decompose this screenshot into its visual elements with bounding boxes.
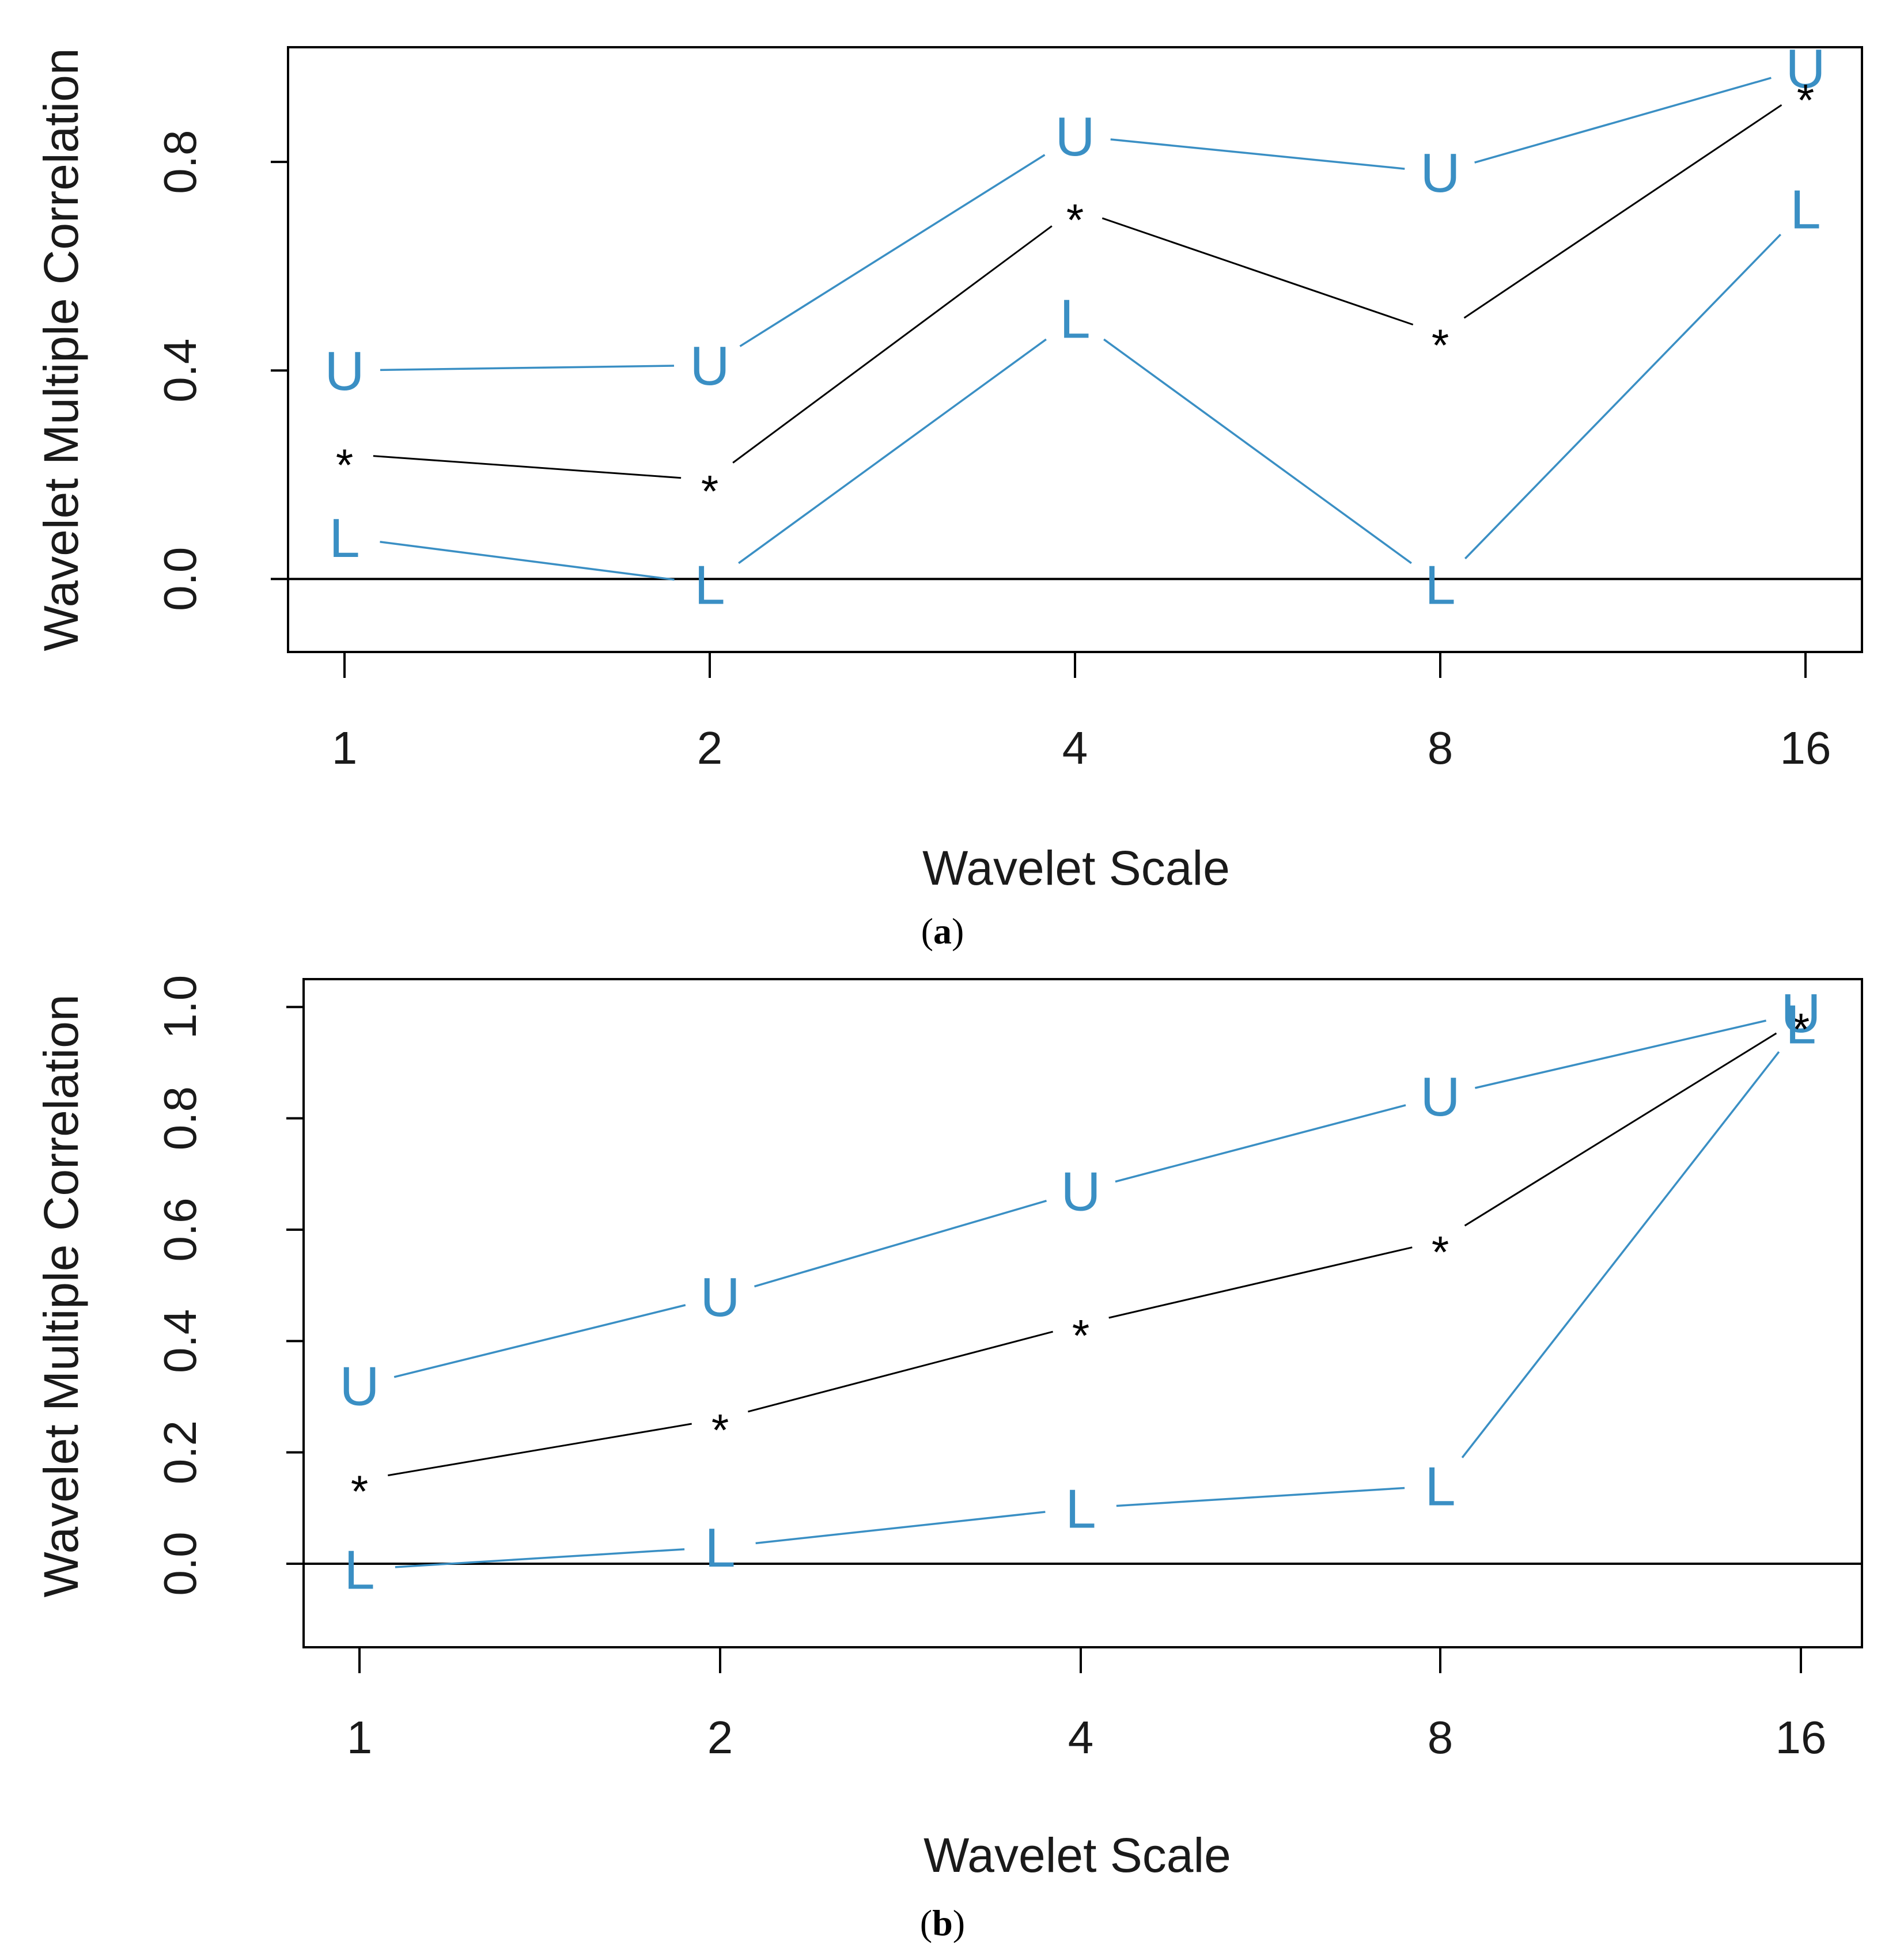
lower-series-line xyxy=(395,1548,685,1568)
estimate-series-line xyxy=(1464,1032,1777,1227)
estimate-series-line xyxy=(1463,104,1782,319)
estimate-marker: * xyxy=(1072,1310,1089,1360)
x-tick-label: 1 xyxy=(332,722,358,774)
lower-series-line xyxy=(738,338,1047,564)
y-axis-label: Wavelet Multiple Correlation xyxy=(34,48,88,651)
x-tick-label: 4 xyxy=(1068,1712,1094,1763)
x-tick-label: 2 xyxy=(707,1712,733,1763)
estimate-series-line xyxy=(388,1423,692,1477)
x-tick-label: 16 xyxy=(1780,722,1831,774)
upper-marker: U xyxy=(700,1267,740,1328)
y-tick-label: 0.4 xyxy=(154,339,206,403)
x-tick-label: 8 xyxy=(1428,722,1454,774)
y-tick-label: 0.0 xyxy=(154,547,206,611)
lower-marker: L xyxy=(1790,179,1820,241)
estimate-marker: * xyxy=(336,439,353,490)
caption-letter: b xyxy=(932,1902,953,1943)
estimate-marker: * xyxy=(1432,1226,1449,1277)
upper-marker: U xyxy=(1055,106,1095,168)
x-tick-label: 2 xyxy=(697,722,723,774)
lower-marker: L xyxy=(694,554,725,616)
lower-marker: L xyxy=(705,1517,735,1579)
lower-marker: L xyxy=(344,1540,374,1601)
y-tick-label: 0.8 xyxy=(154,1086,206,1150)
upper-series-line xyxy=(393,1304,686,1378)
panel-caption: (b) xyxy=(920,1902,965,1943)
lower-marker: L xyxy=(1785,994,1816,1055)
lower-series-line xyxy=(1464,233,1782,560)
lower-series-line xyxy=(1116,1487,1405,1507)
y-tick-label: 1.0 xyxy=(154,975,206,1039)
upper-series-line xyxy=(1115,1104,1406,1183)
estimate-marker: * xyxy=(701,465,718,516)
estimate-marker: * xyxy=(1797,74,1814,125)
x-axis-label: Wavelet Scale xyxy=(923,1828,1231,1882)
upper-series-line xyxy=(1475,1019,1766,1089)
lower-marker: L xyxy=(1059,289,1090,350)
upper-marker: U xyxy=(1061,1161,1100,1222)
estimate-series-line xyxy=(1108,1246,1413,1319)
estimate-marker: * xyxy=(1066,195,1084,245)
estimate-marker: * xyxy=(711,1405,729,1455)
x-tick-label: 4 xyxy=(1062,722,1088,774)
estimate-series-line xyxy=(1102,217,1414,326)
estimate-series-line xyxy=(373,455,682,479)
panel-caption: (a) xyxy=(921,911,964,951)
upper-series-line xyxy=(754,1200,1047,1288)
y-tick-label: 0.0 xyxy=(154,1531,206,1595)
x-tick-label: 8 xyxy=(1428,1712,1454,1763)
lower-marker: L xyxy=(1065,1478,1096,1540)
upper-series-line xyxy=(1110,138,1405,170)
upper-series-line xyxy=(1474,77,1772,164)
x-tick-label: 1 xyxy=(347,1712,373,1763)
upper-marker: U xyxy=(1420,142,1460,204)
estimate-marker: * xyxy=(1432,320,1449,370)
upper-marker: U xyxy=(339,1356,379,1417)
upper-marker: U xyxy=(1781,983,1820,1044)
estimate-marker: * xyxy=(351,1466,368,1517)
estimate-series-line xyxy=(747,1330,1054,1413)
upper-marker: U xyxy=(1785,38,1825,100)
lower-marker: L xyxy=(1425,554,1455,616)
upper-marker: U xyxy=(1420,1066,1460,1128)
lower-series-line xyxy=(1461,1051,1780,1458)
y-tick-label: 0.4 xyxy=(154,1309,206,1373)
upper-series-line xyxy=(739,154,1046,347)
y-tick-label: 0.6 xyxy=(154,1197,206,1261)
estimate-marker: * xyxy=(1792,1004,1810,1055)
upper-series-line xyxy=(380,365,675,371)
x-axis-label: Wavelet Scale xyxy=(922,841,1230,895)
lower-series-line xyxy=(380,541,675,581)
x-tick-label: 16 xyxy=(1776,1712,1827,1763)
upper-marker: U xyxy=(324,340,364,402)
y-axis-label: Wavelet Multiple Correlation xyxy=(34,994,88,1597)
lower-series-line xyxy=(755,1511,1046,1545)
y-tick-label: 0.8 xyxy=(154,130,206,194)
upper-marker: U xyxy=(690,335,729,397)
lower-marker: L xyxy=(329,507,359,569)
lower-series-line xyxy=(1103,338,1412,564)
lower-marker: L xyxy=(1425,1456,1455,1518)
y-tick-label: 0.2 xyxy=(154,1420,206,1484)
caption-letter: a xyxy=(933,911,952,951)
estimate-series-line xyxy=(732,225,1053,464)
